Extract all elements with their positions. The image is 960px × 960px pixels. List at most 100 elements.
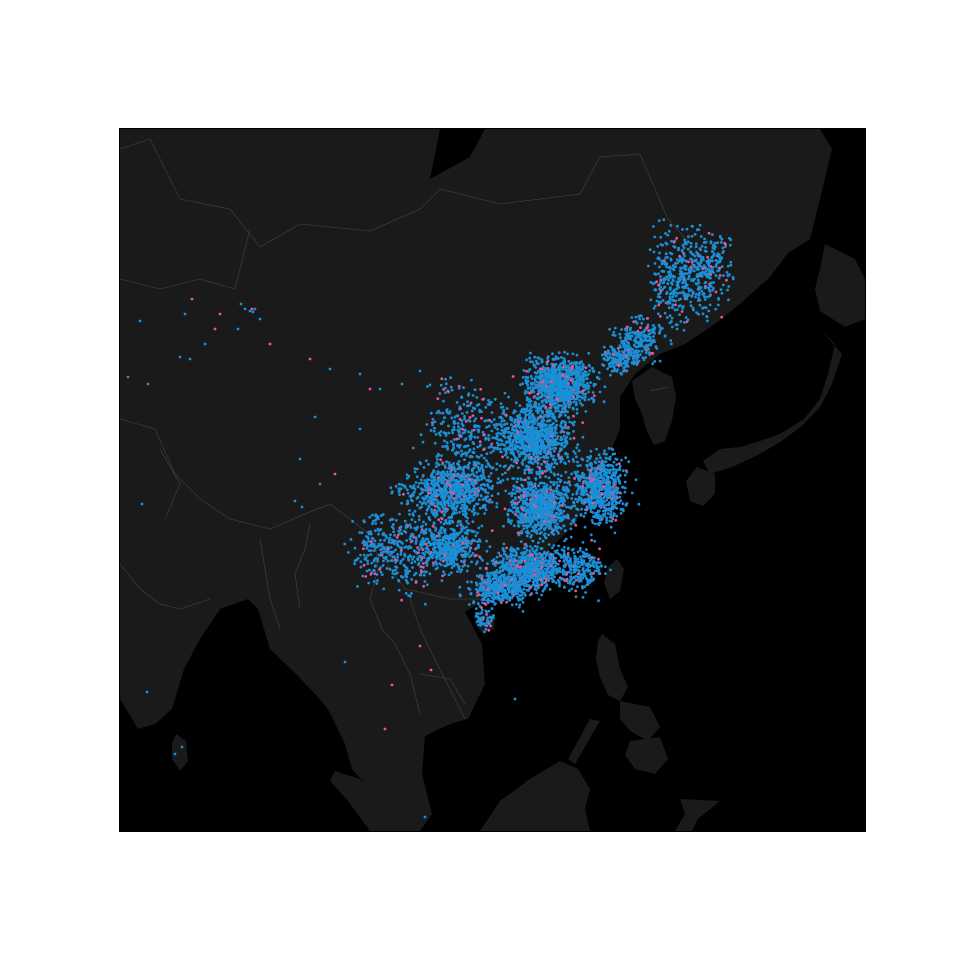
japan-kyushu [686, 467, 715, 506]
data-point [541, 573, 545, 577]
data-point [536, 384, 540, 388]
data-point [539, 524, 543, 528]
data-point [525, 554, 529, 557]
data-point [505, 557, 509, 560]
data-point [607, 501, 611, 504]
data-point [565, 436, 569, 439]
data-point [533, 456, 537, 460]
data-point [549, 470, 553, 474]
data-point [552, 528, 556, 532]
data-point [574, 363, 578, 367]
data-point [497, 477, 500, 480]
data-point [556, 409, 560, 413]
data-point [529, 493, 533, 497]
data-point [543, 504, 547, 508]
data-point [520, 478, 523, 482]
data-point [616, 476, 620, 480]
data-point [533, 587, 537, 591]
map-canvas [120, 129, 865, 831]
data-point [587, 387, 590, 390]
data-point [530, 471, 533, 474]
data-point [595, 447, 598, 451]
data-point [562, 545, 566, 549]
data-point [530, 406, 533, 409]
data-point [530, 534, 533, 537]
data-point [461, 513, 465, 516]
data-point [559, 479, 563, 482]
data-point [544, 580, 548, 583]
data-point [427, 540, 431, 544]
data-point [539, 515, 543, 518]
data-point [620, 458, 623, 462]
data-point [552, 458, 556, 461]
data-point [580, 457, 584, 461]
data-point [588, 494, 591, 498]
data-point [634, 478, 638, 482]
data-point [505, 446, 509, 450]
data-point [499, 447, 502, 451]
data-point [623, 490, 627, 494]
data-point [478, 498, 481, 502]
map-panel [119, 128, 866, 832]
data-point [563, 385, 567, 388]
data-point [579, 513, 583, 516]
data-point [462, 546, 466, 549]
data-point [566, 481, 570, 485]
data-point [562, 524, 566, 528]
data-point [586, 459, 589, 463]
data-point [501, 455, 504, 459]
data-point [509, 431, 513, 435]
data-point [506, 477, 509, 481]
data-point [503, 423, 506, 426]
data-point [580, 507, 584, 511]
data-point [527, 468, 531, 472]
data-point [537, 402, 541, 406]
data-point [584, 481, 588, 484]
data-point [575, 475, 578, 478]
data-point [567, 476, 571, 479]
data-point [612, 460, 616, 464]
data-point [521, 484, 525, 488]
data-point [566, 410, 569, 414]
data-point [532, 429, 536, 433]
data-point [535, 570, 539, 573]
data-point [540, 508, 544, 512]
data-point [517, 486, 521, 490]
data-point [581, 396, 584, 400]
data-point [541, 380, 545, 384]
data-point [538, 556, 541, 560]
data-point [436, 476, 440, 479]
data-point [452, 476, 455, 480]
data-point [548, 406, 552, 410]
data-point [536, 465, 540, 469]
data-point [501, 473, 504, 476]
data-point [532, 567, 535, 571]
data-point [611, 465, 615, 468]
data-point [524, 456, 527, 459]
data-point [533, 355, 537, 359]
data-point [561, 407, 564, 411]
data-point [533, 482, 537, 485]
data-point [546, 393, 550, 396]
data-point [581, 389, 585, 393]
data-point [479, 483, 483, 487]
data-point [438, 562, 441, 565]
data-point [588, 364, 591, 368]
data-point [609, 513, 613, 516]
data-point [558, 503, 562, 507]
data-point [540, 593, 543, 597]
data-point [627, 460, 631, 464]
data-point [537, 498, 540, 501]
data-point [584, 511, 587, 515]
data-point [540, 462, 543, 466]
data-point [525, 544, 528, 548]
data-point [510, 423, 513, 427]
data-point [490, 429, 494, 433]
data-point [554, 363, 558, 366]
data-point [528, 360, 532, 364]
data-point [568, 483, 572, 487]
data-point [543, 491, 546, 495]
data-point [546, 445, 550, 449]
data-point [569, 522, 573, 526]
data-point [461, 506, 465, 510]
